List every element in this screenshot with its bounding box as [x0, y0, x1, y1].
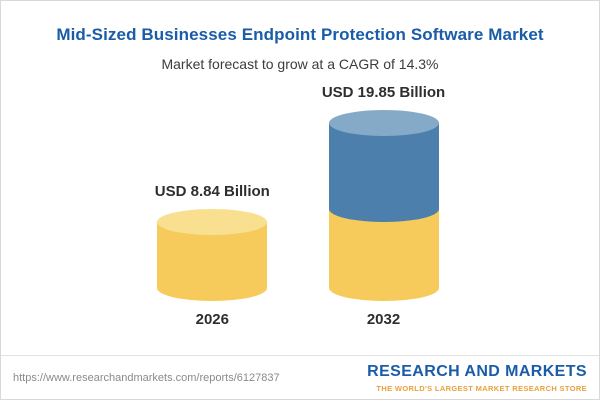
cylinder-2032-growth-body	[328, 123, 439, 222]
year-label-2026: 2026	[195, 311, 229, 328]
cylinder-2026-body	[157, 222, 268, 301]
researchandmarkets-logo: RESEARCH AND MARKETS THE WORLD'S LARGEST…	[367, 362, 587, 392]
page-title: Mid-Sized Businesses Endpoint Protection…	[56, 25, 544, 44]
value-label-2026: USD 8.84 Billion	[154, 183, 270, 200]
cylinder-bar-chart: USD 8.84 Billion 2026 USD 19.85 Billion …	[1, 76, 599, 328]
report-url-link[interactable]: https://www.researchandmarkets.com/repor…	[13, 371, 280, 384]
cylinder-2026	[157, 209, 268, 301]
value-label-2032: USD 19.85 Billion	[321, 84, 446, 101]
cylinder-2032-growth-segment	[328, 110, 439, 222]
bar-group-2026: USD 8.84 Billion 2026	[155, 183, 270, 328]
bar-group-2032: USD 19.85 Billion 2032	[322, 84, 445, 328]
header: Mid-Sized Businesses Endpoint Protection…	[1, 1, 599, 72]
year-label-2032: 2032	[366, 311, 401, 328]
brand-name: RESEARCH AND MARKETS	[367, 363, 587, 381]
cylinder-2032-top-ellipse	[328, 110, 439, 136]
footer: https://www.researchandmarkets.com/repor…	[1, 355, 599, 399]
cylinder-2032	[328, 110, 439, 301]
cylinder-2026-top-ellipse	[157, 209, 268, 235]
brand-tagline: THE WORLD'S LARGEST MARKET RESEARCH STOR…	[376, 383, 587, 393]
page-subtitle: Market forecast to grow at a CAGR of 14.…	[161, 56, 439, 72]
